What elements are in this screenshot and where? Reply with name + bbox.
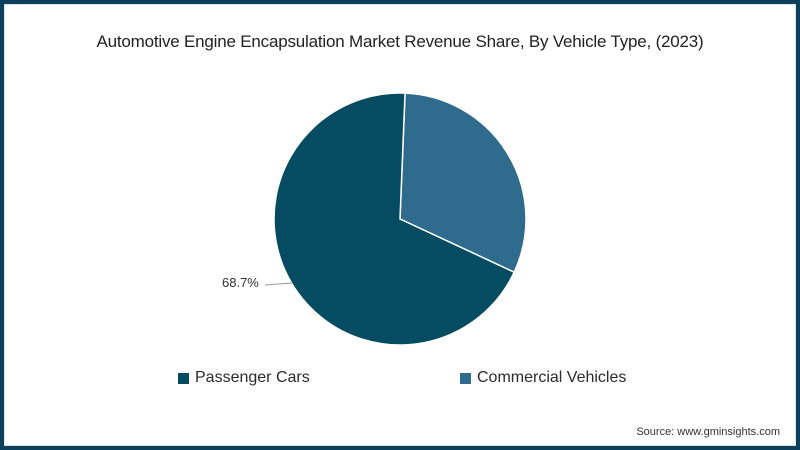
data-label-passenger-cars: 68.7% xyxy=(222,275,259,290)
legend-label: Commercial Vehicles xyxy=(477,369,627,386)
legend-swatch-commercial-vehicles-icon xyxy=(460,372,471,384)
leader-line xyxy=(264,282,293,286)
legend-item-commercial-vehicles: Commercial Vehicles xyxy=(460,369,626,387)
chart-title: Automotive Engine Encapsulation Market R… xyxy=(96,32,704,51)
legend: Passenger Cars Commercial Vehicles xyxy=(0,369,800,393)
legend-swatch-passenger-cars-icon xyxy=(178,372,189,384)
legend-item-passenger-cars: Passenger Cars xyxy=(178,369,310,387)
source-text: Source: www.gminsights.com xyxy=(636,426,780,438)
pie-slice-commercial-vehicles xyxy=(399,92,527,274)
legend-label: Passenger Cars xyxy=(195,369,310,386)
pie-slice-passenger-cars xyxy=(273,92,516,346)
